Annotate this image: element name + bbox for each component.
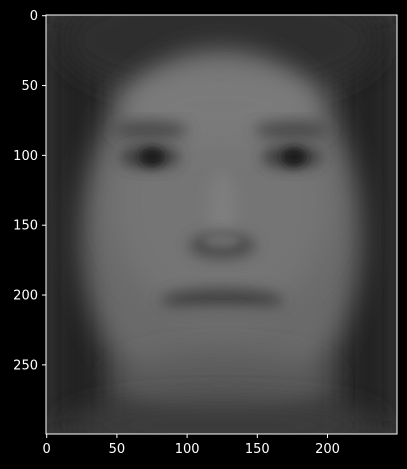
- y-tick-label: 0: [30, 9, 38, 24]
- x-tick-label: 50: [109, 442, 126, 457]
- x-axis: 0 50 100 150 200: [43, 434, 340, 457]
- face-image: [46, 15, 397, 434]
- y-tick-label: 200: [13, 289, 38, 304]
- y-tick-label: 150: [13, 219, 38, 234]
- y-tick-label: 50: [21, 79, 38, 94]
- x-tick-label: 200: [315, 442, 340, 457]
- y-tick-label: 250: [13, 358, 38, 373]
- y-tick-label: 100: [13, 149, 38, 164]
- x-tick-label: 100: [175, 442, 200, 457]
- axes-frame: [45, 14, 398, 435]
- x-tick-label: 150: [245, 442, 270, 457]
- x-tick-label: 0: [43, 442, 51, 457]
- y-axis: 0 50 100 150 200 250: [13, 9, 46, 373]
